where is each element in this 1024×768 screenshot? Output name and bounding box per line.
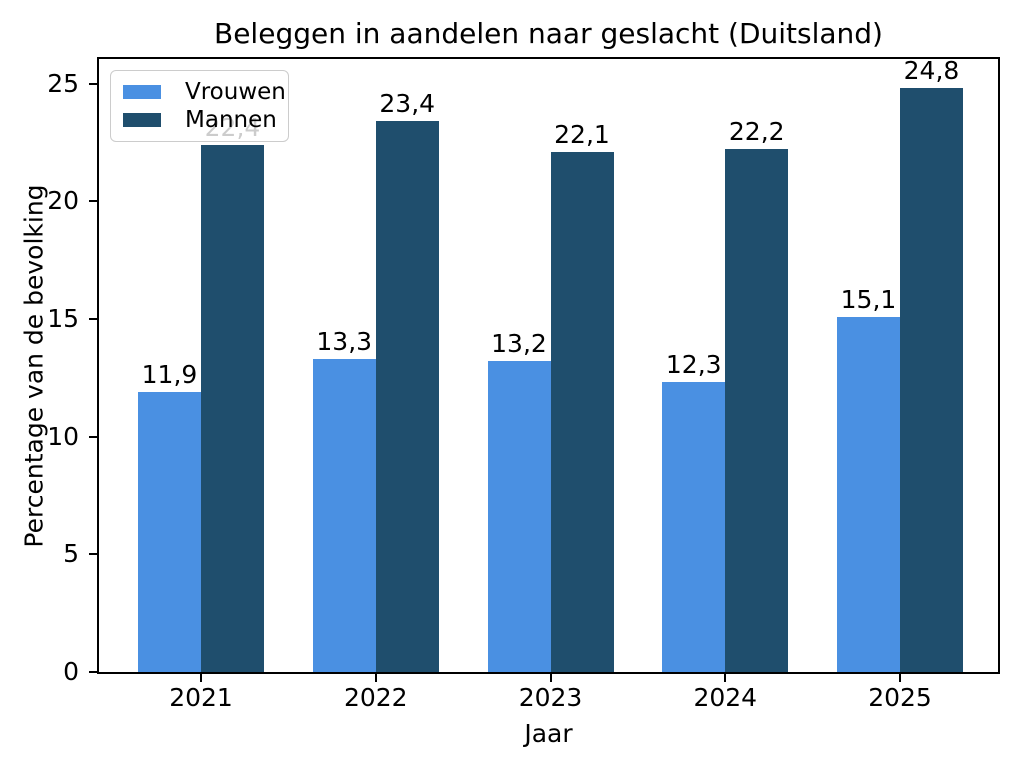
x-tick-mark-2022: [374, 674, 377, 682]
y-tick-mark-25: [89, 82, 97, 85]
bar-vrouwen-2021: [138, 391, 201, 672]
y-tick-label-15: 15: [47, 303, 79, 333]
y-tick-mark-20: [89, 200, 97, 203]
legend-item-vrouwen: Vrouwen: [123, 78, 286, 106]
legend-item-mannen: Mannen: [123, 106, 277, 134]
x-tick-label-2022: 2022: [343, 683, 408, 712]
y-tick-mark-10: [89, 435, 97, 438]
legend-label-mannen: Mannen: [185, 107, 277, 133]
legend-swatch-mannen-icon: [123, 113, 161, 127]
y-tick-label-0: 0: [63, 657, 79, 686]
x-tick-mark-2025: [899, 674, 901, 682]
x-tick-mark-2021: [200, 674, 202, 682]
x-tick-mark-2024: [724, 674, 727, 682]
x-tick-label-2025: 2025: [868, 683, 932, 712]
bar-vrouwen-2022: [312, 358, 376, 672]
y-tick-label-10: 10: [47, 421, 79, 451]
bar-vrouwen-2023: [487, 361, 551, 672]
bar-mannen-2025: [900, 88, 963, 672]
bar-mannen-2022: [375, 121, 439, 672]
bar-mannen-2023: [550, 151, 614, 672]
y-axis-label: Percentage van de bevolking: [19, 184, 49, 548]
bar-mannen-2021: [201, 144, 264, 672]
y-tick-mark-0: [89, 671, 97, 673]
legend-swatch-vrouwen-icon: [123, 85, 161, 99]
bar-vrouwen-2024: [662, 382, 726, 672]
bar-value-label-vrouwen-2024: 12,3: [665, 350, 722, 380]
y-tick-mark-15: [89, 317, 97, 320]
legend-label-vrouwen: Vrouwen: [185, 79, 286, 105]
bar-value-label-vrouwen-2021: 11,9: [141, 359, 198, 389]
x-tick-label-2021: 2021: [169, 683, 233, 712]
bar-mannen-2024: [725, 149, 789, 672]
bar-value-label-vrouwen-2025: 15,1: [840, 284, 897, 314]
bar-value-label-vrouwen-2022: 13,3: [316, 326, 373, 356]
chart-title: Beleggen in aandelen naar geslacht (Duit…: [214, 17, 883, 50]
y-tick-label-5: 5: [63, 539, 79, 569]
y-tick-mark-5: [89, 553, 97, 556]
x-tick-mark-2023: [549, 674, 552, 682]
y-tick-label-20: 20: [47, 186, 79, 216]
bar-value-label-vrouwen-2023: 13,2: [491, 329, 547, 359]
plot-area: 202111,922,4202213,323,4202313,222,12024…: [47, 57, 1000, 712]
bar-value-label-mannen-2023: 22,1: [554, 119, 610, 149]
x-axis-label: Jaar: [524, 719, 573, 748]
x-tick-label-2024: 2024: [693, 683, 758, 712]
bar-vrouwen-2025: [837, 316, 900, 672]
x-tick-label-2023: 2023: [518, 683, 583, 712]
bar-value-label-mannen-2024: 22,2: [728, 117, 785, 147]
bar-value-label-mannen-2022: 23,4: [379, 89, 436, 119]
bar-value-label-mannen-2025: 24,8: [903, 56, 960, 86]
y-tick-label-25: 25: [47, 68, 79, 98]
legend: Vrouwen Mannen: [110, 70, 289, 142]
